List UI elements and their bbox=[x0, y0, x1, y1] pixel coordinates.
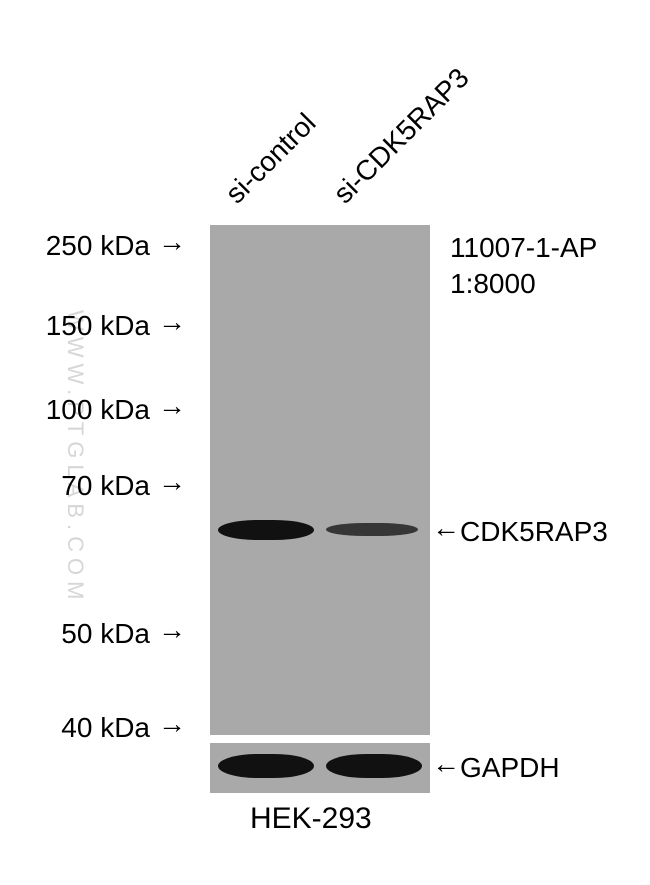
loading-label: GAPDH bbox=[460, 752, 560, 784]
target-arrow: ← bbox=[432, 512, 460, 544]
blot-gap bbox=[210, 735, 430, 743]
western-blot-figure: si-control si-CDK5RAP3 WWW.PTGLAB.COM 25… bbox=[0, 0, 650, 885]
mw-50: 50 kDa bbox=[30, 618, 150, 650]
blot-main-membrane bbox=[210, 225, 430, 735]
loading-arrow: ← bbox=[432, 748, 460, 780]
band-cdk5rap3-lane1 bbox=[218, 520, 314, 540]
mw-arrow-150: → bbox=[158, 306, 186, 338]
mw-150: 150 kDa bbox=[30, 310, 150, 342]
mw-arrow-100: → bbox=[158, 390, 186, 422]
mw-40: 40 kDa bbox=[30, 712, 150, 744]
lane-label-2: si-CDK5RAP3 bbox=[327, 62, 475, 210]
mw-arrow-40: → bbox=[158, 708, 186, 740]
watermark-text: WWW.PTGLAB.COM bbox=[62, 310, 88, 605]
mw-70: 70 kDa bbox=[30, 470, 150, 502]
lane-label-1: si-control bbox=[219, 107, 322, 210]
band-gapdh-lane2 bbox=[326, 754, 422, 778]
antibody-dilution: 1:8000 bbox=[450, 268, 536, 300]
mw-arrow-50: → bbox=[158, 614, 186, 646]
band-gapdh-lane1 bbox=[218, 754, 314, 778]
mw-250: 250 kDa bbox=[30, 230, 150, 262]
cell-line-label: HEK-293 bbox=[250, 802, 372, 836]
antibody-id: 11007-1-AP bbox=[450, 232, 597, 264]
target-label: CDK5RAP3 bbox=[460, 516, 608, 548]
mw-arrow-70: → bbox=[158, 466, 186, 498]
mw-100: 100 kDa bbox=[30, 394, 150, 426]
band-cdk5rap3-lane2 bbox=[326, 523, 418, 536]
mw-arrow-250: → bbox=[158, 226, 186, 258]
